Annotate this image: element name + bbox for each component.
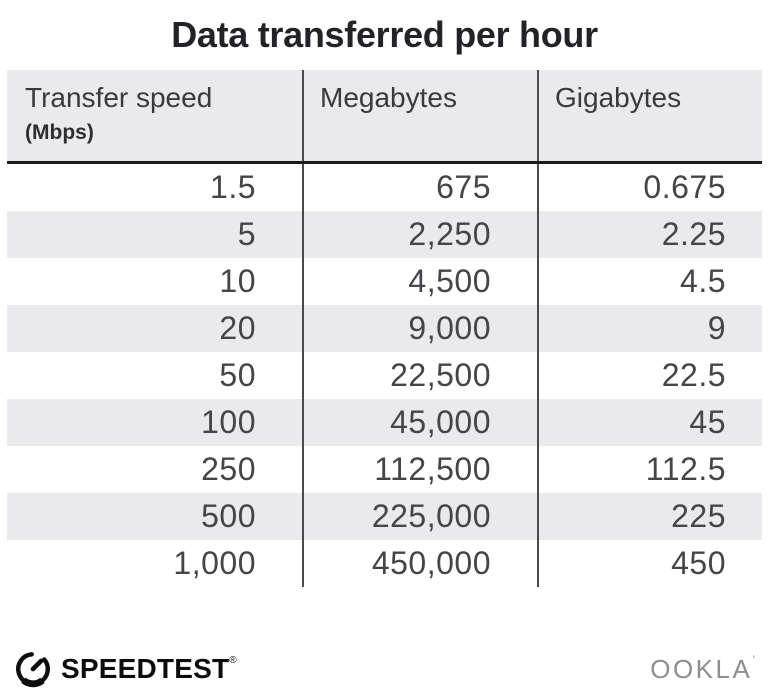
column-header-megabytes: Megabytes bbox=[302, 70, 537, 161]
cell-transfer-speed: 50 bbox=[219, 357, 256, 393]
page-title: Data transferred per hour bbox=[171, 14, 598, 55]
cell-gigabytes: 225 bbox=[537, 493, 762, 540]
gauge-needle bbox=[30, 658, 44, 672]
column-header-unit: (Mbps) bbox=[25, 121, 94, 144]
cell-transfer-speed: 10 bbox=[219, 263, 256, 299]
cell-megabytes: 2,250 bbox=[302, 211, 537, 258]
table-row: 20 9,000 9 bbox=[7, 305, 762, 352]
cell-gigabytes: 45 bbox=[537, 399, 762, 446]
column-header-transfer-speed: Transfer speed (Mbps) bbox=[7, 70, 302, 161]
cell-transfer-speed: 100 bbox=[201, 404, 256, 440]
table-row: 50 22,500 22.5 bbox=[7, 352, 762, 399]
cell-gigabytes: 112.5 bbox=[537, 446, 762, 493]
speedometer-gauge-icon bbox=[14, 650, 52, 688]
cell-megabytes: 9,000 bbox=[302, 305, 537, 352]
table-row: 250 112,500 112.5 bbox=[7, 446, 762, 493]
cell-megabytes: 225,000 bbox=[302, 493, 537, 540]
cell-transfer-speed: 250 bbox=[201, 451, 256, 487]
column-header-gigabytes: Gigabytes bbox=[537, 70, 762, 161]
cell-megabytes: 450,000 bbox=[302, 540, 537, 587]
table-row: 1.5 675 0.675 bbox=[7, 164, 762, 211]
cell-transfer-speed: 20 bbox=[219, 310, 256, 346]
ookla-logo: OOKLA ’ bbox=[650, 652, 755, 685]
column-header-label: Gigabytes bbox=[555, 82, 682, 113]
cell-megabytes: 112,500 bbox=[302, 446, 537, 493]
cell-transfer-speed: 1.5 bbox=[210, 169, 256, 205]
speedtest-logo: SPEEDTEST® bbox=[14, 650, 237, 688]
registered-mark: ® bbox=[229, 655, 237, 666]
cell-megabytes: 675 bbox=[302, 164, 537, 211]
table-row: 5 2,250 2.25 bbox=[7, 211, 762, 258]
table-body: 1.5 675 0.675 5 2,250 2.25 10 4,500 4.5 20 9,000 9 5… bbox=[7, 164, 762, 587]
cell-gigabytes: 4.5 bbox=[537, 258, 762, 305]
cell-transfer-speed: 5 bbox=[237, 216, 256, 252]
data-table: Transfer speed (Mbps) Megabytes Gigabyte… bbox=[7, 70, 762, 587]
table-row: 100 45,000 45 bbox=[7, 399, 762, 446]
cell-gigabytes: 2.25 bbox=[537, 211, 762, 258]
cell-gigabytes: 9 bbox=[537, 305, 762, 352]
table-row: 500 225,000 225 bbox=[7, 493, 762, 540]
cell-megabytes: 22,500 bbox=[302, 352, 537, 399]
cell-transfer-speed: 500 bbox=[201, 498, 256, 534]
column-header-label: Transfer speed bbox=[25, 82, 213, 113]
table-row: 10 4,500 4.5 bbox=[7, 258, 762, 305]
speedtest-wordmark: SPEEDTEST® bbox=[61, 653, 237, 684]
ookla-trademark-tick: ’ bbox=[752, 652, 755, 667]
table-header-row: Transfer speed (Mbps) Megabytes Gigabyte… bbox=[7, 70, 762, 164]
cell-gigabytes: 450 bbox=[537, 540, 762, 587]
ookla-wordmark: OOKLA bbox=[650, 653, 753, 684]
cell-gigabytes: 22.5 bbox=[537, 352, 762, 399]
footer: SPEEDTEST® OOKLA ’ bbox=[14, 648, 755, 690]
column-header-label: Megabytes bbox=[320, 82, 457, 113]
cell-megabytes: 4,500 bbox=[302, 258, 537, 305]
cell-transfer-speed: 1,000 bbox=[173, 545, 256, 581]
cell-megabytes: 45,000 bbox=[302, 399, 537, 446]
table-row: 1,000 450,000 450 bbox=[7, 540, 762, 587]
cell-gigabytes: 0.675 bbox=[537, 164, 762, 211]
